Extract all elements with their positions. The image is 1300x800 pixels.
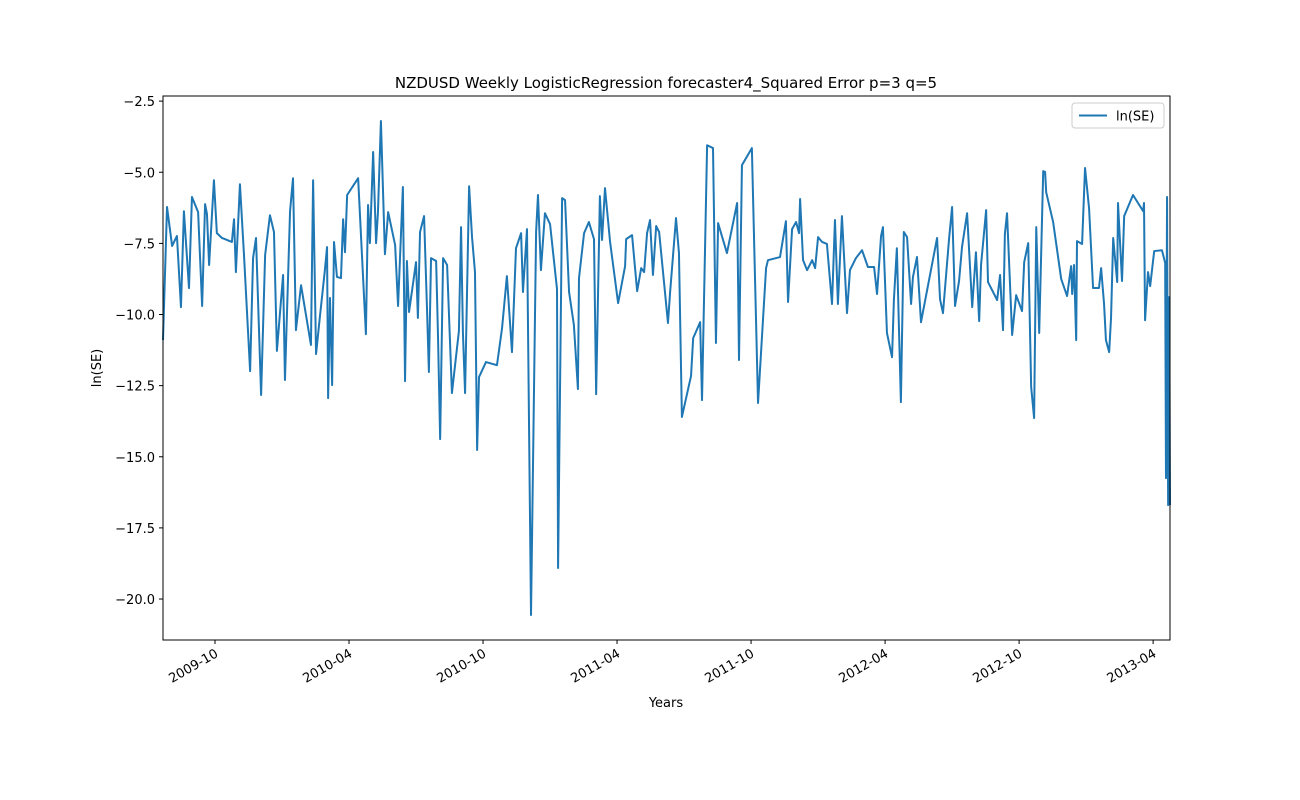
y-tick-label: −20.0 xyxy=(115,593,155,608)
y-tick-label: −17.5 xyxy=(115,522,155,537)
plot-frame xyxy=(162,95,1171,641)
y-axis-label: ln(SE) xyxy=(90,349,105,387)
y-tick-label: −15.0 xyxy=(115,451,155,466)
data-line xyxy=(162,120,1171,616)
y-tick-label: −12.5 xyxy=(115,380,155,395)
y-tick-label: −5.0 xyxy=(123,166,155,181)
legend-label: ln(SE) xyxy=(1116,110,1154,125)
chart-title: NZDUSD Weekly LogisticRegression forecas… xyxy=(395,74,937,93)
x-axis-label: Years xyxy=(648,696,684,711)
y-tick-label: −10.0 xyxy=(115,309,155,324)
y-tick-label: −2.5 xyxy=(123,95,155,110)
legend-box xyxy=(1071,102,1165,129)
y-tick-label: −7.5 xyxy=(123,237,155,252)
